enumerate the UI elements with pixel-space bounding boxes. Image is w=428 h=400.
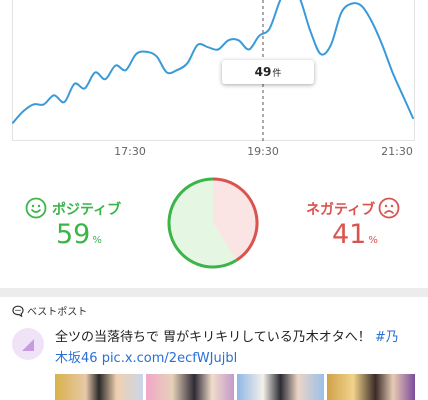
positive-slice [169, 179, 237, 267]
avatar-logo-icon [22, 339, 34, 351]
negative-ring [212, 177, 259, 262]
x-tick-label: 21:30 [381, 145, 413, 158]
tooltip-value: 49 [254, 65, 272, 79]
x-tick-label: 19:30 [247, 145, 279, 158]
media-image[interactable] [236, 374, 325, 400]
chart-frame [12, 0, 415, 141]
hashtag-link[interactable]: #乃 [374, 330, 399, 345]
chart-tooltip: 49 件 [222, 60, 314, 84]
post-text: 全ツの当落待ちで 胃がキリキリしている乃木オタへ！ #乃 木坂46 pic.x.… [55, 327, 415, 369]
negative-percentage: 41% [332, 219, 378, 250]
volume-line-chart [12, 0, 414, 141]
tooltip-unit: 件 [272, 68, 282, 79]
best-post-title: ベストポスト [27, 307, 88, 318]
trend-card: 17:30 19:30 21:30 49 件 ポジティブ 59% ネガティブ 41… [0, 0, 428, 288]
media-image[interactable] [55, 374, 143, 400]
avatar[interactable] [12, 328, 44, 360]
negative-slice [213, 179, 258, 261]
media-image[interactable] [327, 374, 415, 400]
positive-label: ポジティブ [52, 202, 122, 218]
positive-percentage: 59% [56, 219, 102, 250]
best-post-header: ベストポスト [12, 303, 87, 318]
x-tick-label: 17:30 [114, 145, 146, 158]
smile-face-icon [25, 197, 47, 219]
media-image[interactable] [145, 374, 234, 400]
media-link[interactable]: pic.x.com/2ecfWJujbl [101, 351, 238, 366]
media-strip[interactable] [55, 374, 415, 400]
hashtag-link-continued[interactable]: 木坂46 [55, 351, 98, 366]
sentiment-donut-chart [167, 177, 259, 269]
frown-face-icon [378, 197, 400, 219]
negative-label: ネガティブ [306, 202, 376, 218]
series-line [12, 0, 414, 124]
positive-ring [167, 177, 238, 269]
post-body: 全ツの当落待ちで 胃がキリキリしている乃木オタへ！ [55, 330, 371, 345]
speech-bubble-icon [12, 305, 24, 317]
